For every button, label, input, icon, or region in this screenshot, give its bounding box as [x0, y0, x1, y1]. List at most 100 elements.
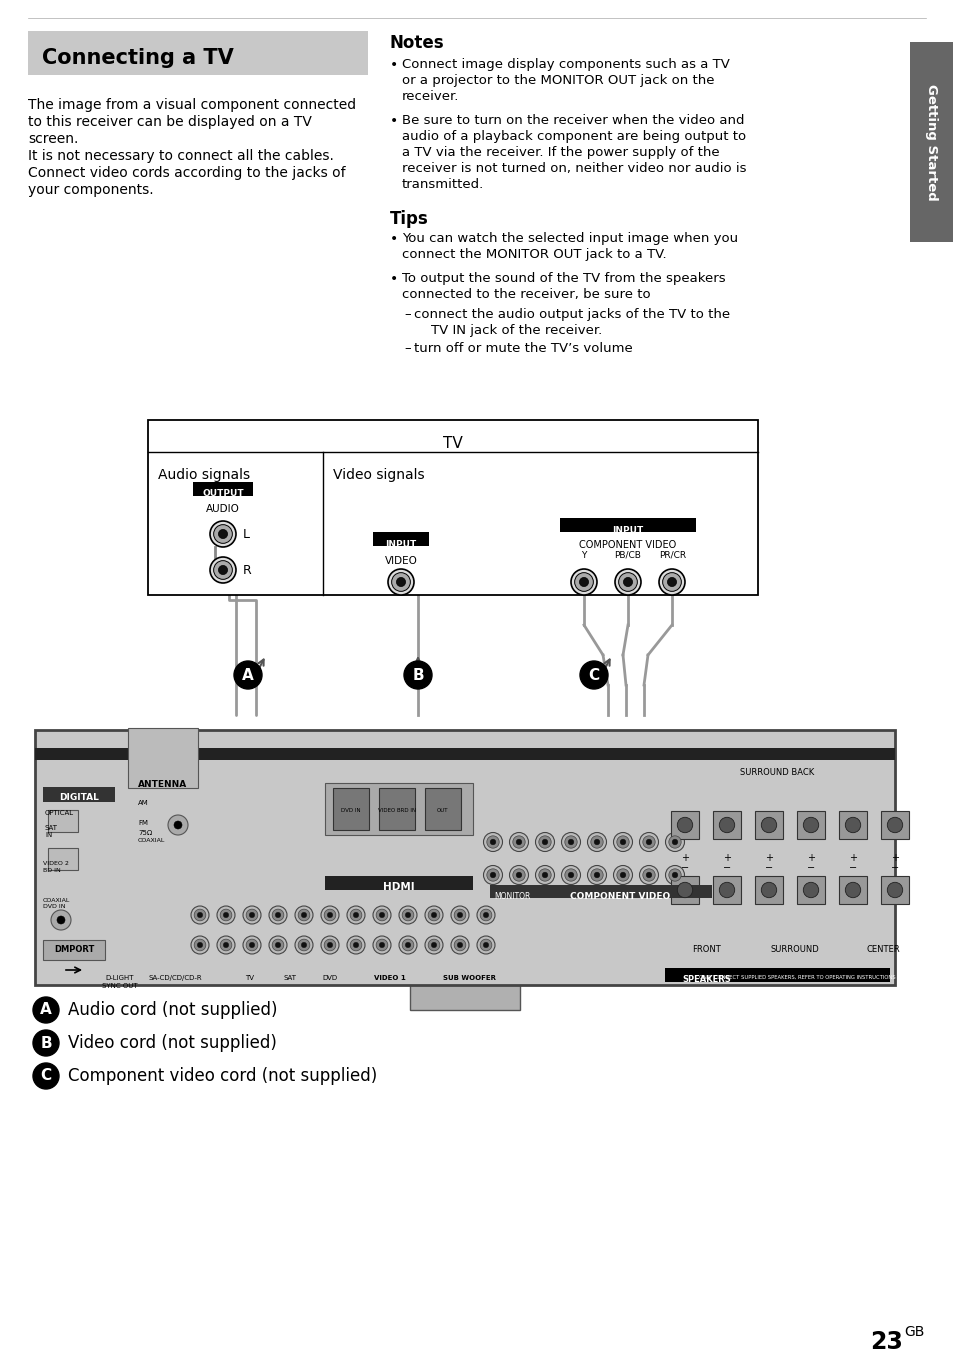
Text: SAT: SAT [283, 975, 296, 982]
Circle shape [619, 872, 625, 877]
Circle shape [672, 872, 678, 877]
Circle shape [619, 840, 625, 845]
Circle shape [301, 942, 306, 948]
Circle shape [424, 906, 442, 923]
Circle shape [561, 865, 579, 884]
Text: The image from a visual component connected: The image from a visual component connec… [28, 97, 355, 112]
Text: C: C [588, 668, 598, 683]
Circle shape [191, 936, 209, 955]
Circle shape [298, 909, 310, 921]
Circle shape [451, 906, 469, 923]
Circle shape [639, 833, 658, 852]
Text: −: − [722, 863, 730, 873]
Circle shape [579, 661, 607, 690]
Bar [28, 31, 368, 74]
Text: COAXIAL: COAXIAL [138, 838, 165, 844]
Circle shape [216, 936, 234, 955]
Text: You can watch the selected input image when you: You can watch the selected input image w… [401, 233, 738, 245]
Circle shape [243, 936, 261, 955]
Circle shape [451, 936, 469, 955]
Circle shape [486, 836, 498, 848]
Circle shape [574, 573, 593, 591]
Text: connect the MONITOR OUT jack to a TV.: connect the MONITOR OUT jack to a TV. [401, 247, 666, 261]
Text: AUDIO: AUDIO [206, 504, 240, 514]
Text: −: − [680, 863, 688, 873]
Bar [880, 876, 908, 904]
Circle shape [388, 569, 414, 595]
Circle shape [590, 869, 602, 882]
Text: ONLY CONNECT SUPPLIED SPEAKERS, REFER TO OPERATING INSTRUCTIONS: ONLY CONNECT SUPPLIED SPEAKERS, REFER TO… [699, 975, 895, 980]
Bar [490, 886, 711, 898]
Text: ANTENNA: ANTENNA [138, 780, 188, 790]
Text: IN: IN [45, 831, 52, 838]
Text: +: + [722, 853, 730, 863]
Bar [559, 518, 696, 531]
Circle shape [594, 840, 599, 845]
Circle shape [194, 909, 206, 921]
Text: 75Ω: 75Ω [138, 830, 152, 836]
Circle shape [197, 913, 202, 918]
Text: connected to the receiver, be sure to: connected to the receiver, be sure to [401, 288, 650, 301]
Circle shape [642, 836, 655, 848]
Circle shape [398, 906, 416, 923]
Circle shape [379, 913, 384, 918]
Text: PB/CB: PB/CB [614, 552, 640, 560]
Text: +: + [848, 853, 856, 863]
Circle shape [294, 936, 313, 955]
Bar [796, 876, 824, 904]
Circle shape [379, 942, 384, 948]
Circle shape [613, 865, 632, 884]
Text: HDMI: HDMI [383, 882, 415, 892]
Text: OPTICAL: OPTICAL [45, 810, 74, 817]
Text: GB: GB [903, 1325, 923, 1338]
Circle shape [483, 913, 488, 918]
Circle shape [353, 913, 358, 918]
Circle shape [613, 833, 632, 852]
Circle shape [218, 565, 228, 575]
Circle shape [618, 573, 637, 591]
Circle shape [405, 913, 411, 918]
Text: 23: 23 [869, 1330, 902, 1352]
Circle shape [490, 840, 496, 845]
Circle shape [173, 821, 182, 829]
Circle shape [479, 940, 492, 950]
Circle shape [431, 942, 436, 948]
Text: −: − [890, 863, 898, 873]
Circle shape [373, 936, 391, 955]
Circle shape [719, 818, 734, 833]
Text: VIDEO 1: VIDEO 1 [374, 975, 405, 982]
Circle shape [223, 913, 229, 918]
Bar [333, 788, 369, 830]
Circle shape [561, 833, 579, 852]
Bar [880, 811, 908, 840]
Text: FM: FM [138, 821, 148, 826]
Circle shape [594, 872, 599, 877]
Text: A: A [242, 668, 253, 683]
Circle shape [294, 906, 313, 923]
Text: BD IN: BD IN [43, 868, 61, 873]
Text: –: – [403, 308, 410, 320]
Text: turn off or mute the TV’s volume: turn off or mute the TV’s volume [414, 342, 632, 356]
Circle shape [33, 1063, 59, 1088]
Circle shape [578, 577, 588, 587]
Bar [43, 940, 105, 960]
Text: Connecting a TV: Connecting a TV [42, 49, 233, 68]
Circle shape [301, 913, 306, 918]
Text: SYNC OUT: SYNC OUT [102, 983, 137, 990]
Circle shape [538, 869, 551, 882]
Circle shape [483, 833, 502, 852]
Circle shape [886, 883, 902, 898]
Text: Notes: Notes [390, 34, 444, 51]
Text: OUT: OUT [436, 808, 448, 813]
Circle shape [220, 940, 232, 950]
Circle shape [246, 909, 257, 921]
Text: D-LIGHT: D-LIGHT [106, 975, 134, 982]
Text: To output the sound of the TV from the speakers: To output the sound of the TV from the s… [401, 272, 725, 285]
Bar [48, 848, 78, 869]
Bar [670, 876, 699, 904]
Circle shape [668, 869, 680, 882]
Text: SAT: SAT [45, 825, 58, 831]
Circle shape [516, 840, 521, 845]
Text: B: B [40, 1036, 51, 1051]
Text: VIDEO 2: VIDEO 2 [43, 861, 69, 867]
